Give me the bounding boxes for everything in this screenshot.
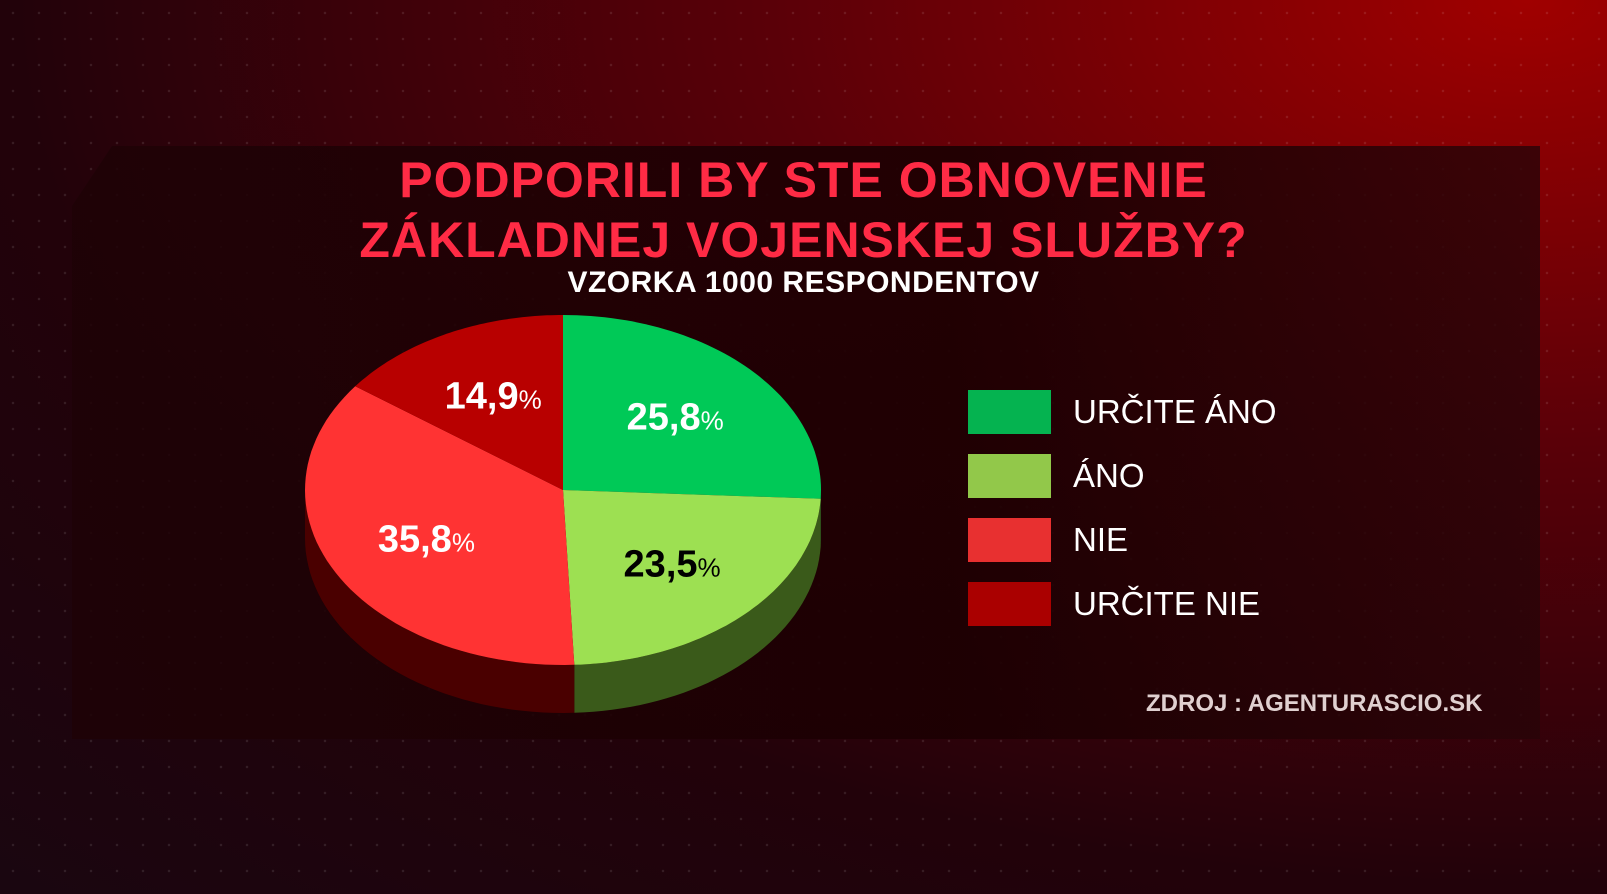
title-line-2: ZÁKLADNEJ VOJENSKEJ SLUŽBY?	[359, 212, 1248, 268]
legend-label: URČITE ÁNO	[1073, 393, 1277, 430]
legend-item-urcite-nie: URČITE NIE	[968, 582, 1277, 626]
source-note: ZDROJ : AGENTURASCIO.SK	[1146, 690, 1483, 717]
pie-side-2	[305, 490, 575, 713]
chart-title: PODPORILI BY STE OBNOVENIE ZÁKLADNEJ VOJ…	[0, 150, 1607, 270]
legend-item-ano: ÁNO	[968, 454, 1277, 498]
pie-slice-0	[563, 315, 821, 499]
legend-label: URČITE NIE	[1073, 585, 1261, 622]
pie-slice-1	[563, 490, 821, 665]
data-label-3: 14,9%	[445, 375, 542, 417]
data-label-1: 23,5%	[624, 544, 721, 586]
legend-label: NIE	[1073, 521, 1129, 558]
data-label-0: 25,8%	[627, 397, 724, 439]
pie-slice-3	[355, 315, 563, 490]
legend-item-nie: NIE	[968, 518, 1277, 562]
legend-item-urcite-ano: URČITE ÁNO	[968, 390, 1277, 434]
pie-slice-2	[305, 386, 575, 665]
legend: URČITE ÁNO ÁNO NIE URČITE NIE	[968, 390, 1277, 646]
legend-swatch	[968, 390, 1051, 434]
legend-swatch	[968, 454, 1051, 498]
chart-subtitle: VZORKA 1000 RESPONDENTOV	[567, 266, 1040, 299]
legend-swatch	[968, 582, 1051, 626]
pie-side-1	[574, 498, 821, 713]
title-line-1: PODPORILI BY STE OBNOVENIE	[399, 152, 1208, 208]
legend-label: ÁNO	[1073, 457, 1145, 494]
legend-swatch	[968, 518, 1051, 562]
data-label-2: 35,8%	[378, 518, 475, 560]
